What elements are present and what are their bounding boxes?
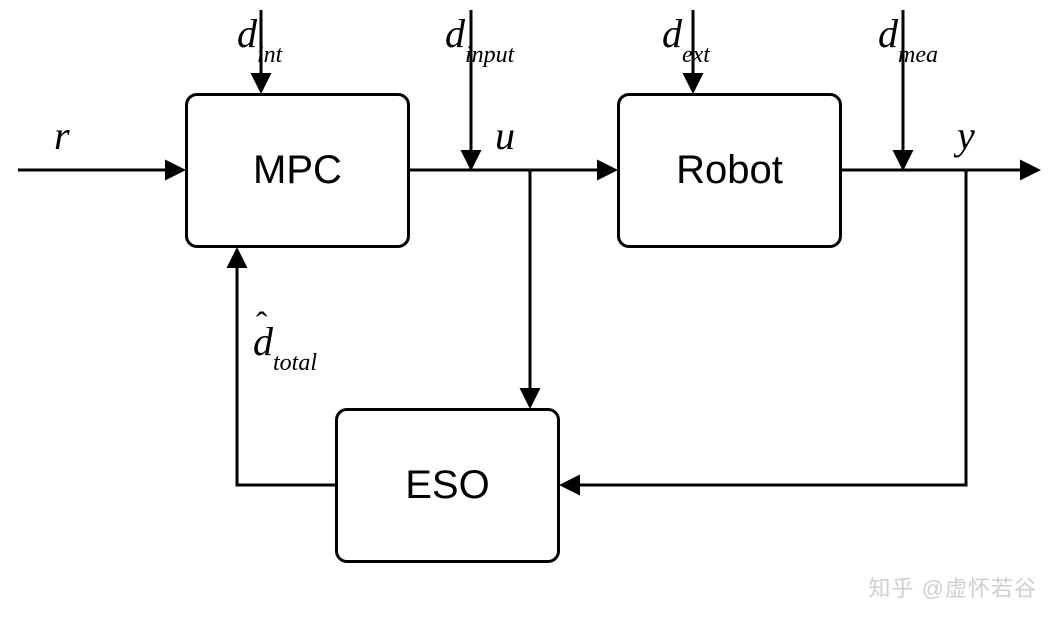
label-u: u	[495, 112, 515, 159]
block-diagram: MPC Robot ESO r u y dint dinput dext dme…	[0, 0, 1055, 621]
label-r: r	[54, 112, 70, 159]
label-d-total-hat: dtotal	[253, 318, 317, 371]
label-d-ext: dext	[662, 10, 710, 63]
label-d-input: dinput	[445, 10, 514, 63]
watermark: 知乎 @虚怀若谷	[869, 571, 1037, 603]
label-y: y	[957, 112, 975, 159]
block-robot-label: Robot	[676, 148, 783, 193]
block-eso: ESO	[335, 408, 560, 563]
block-mpc: MPC	[185, 93, 410, 248]
block-mpc-label: MPC	[253, 148, 342, 193]
block-robot: Robot	[617, 93, 842, 248]
block-eso-label: ESO	[405, 463, 489, 508]
label-d-mea: dmea	[878, 10, 938, 63]
label-d-int: dint	[237, 10, 282, 63]
